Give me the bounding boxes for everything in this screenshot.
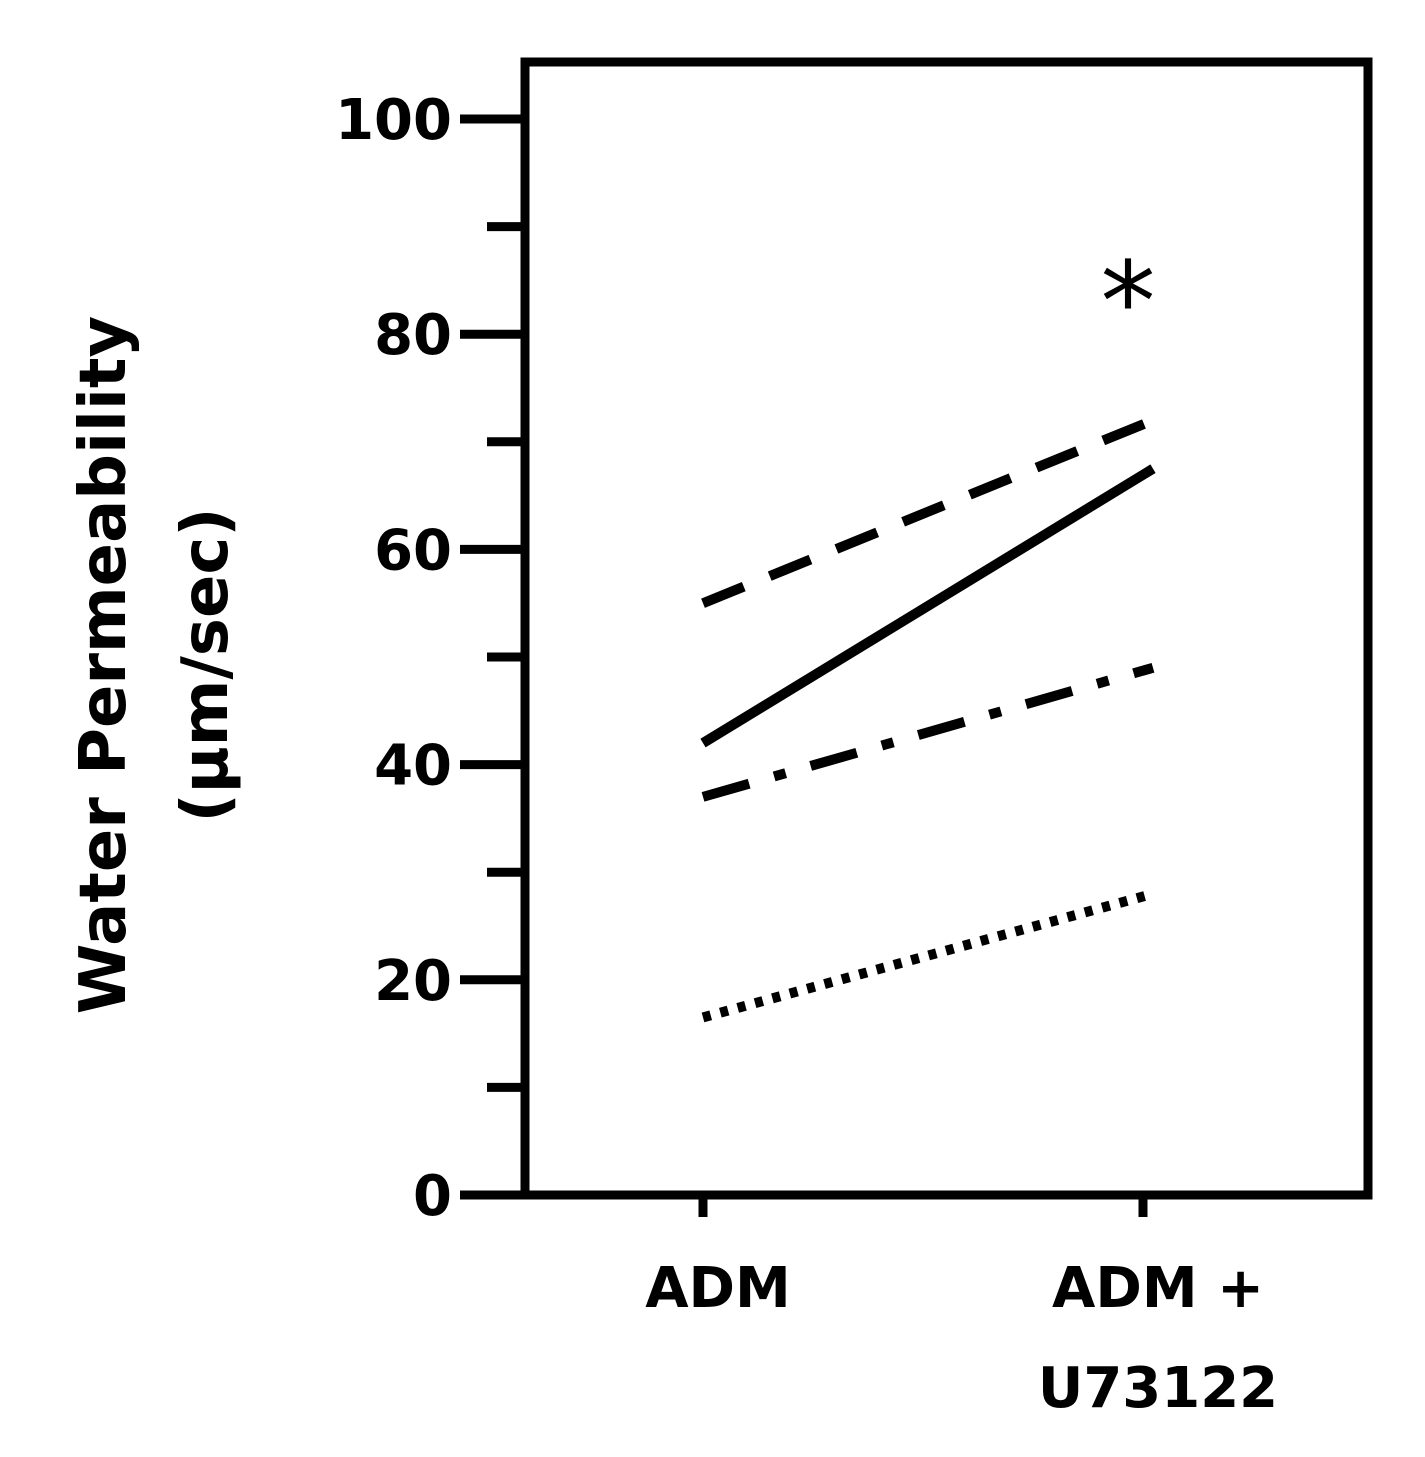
series-line-dashed [701, 415, 1155, 608]
y-tick-label: 60 [374, 518, 452, 583]
x-tick-label: ADM + U73122 [1038, 1256, 1278, 1421]
y-tick-label: 40 [374, 734, 452, 799]
series-line-dotted [701, 888, 1155, 1023]
y-axis: 0 20 40 60 80 100 [335, 88, 525, 1229]
plot-frame [520, 57, 1373, 1200]
y-tick-label: 20 [374, 949, 452, 1014]
x-tick-label: ADM [645, 1256, 791, 1321]
x-axis: ADM ADM + U73122 [645, 1195, 1278, 1421]
y-tick-label: 0 [413, 1164, 452, 1229]
y-axis-title-text: Water Permeability (µm/sec) [67, 316, 243, 1014]
y-axis-title: Water Permeability (µm/sec) [67, 316, 243, 1014]
y-tick-label: 100 [335, 88, 452, 153]
plot-border [520, 57, 1373, 1200]
significance-asterisk: * [1101, 238, 1156, 366]
series-line-dashdot [701, 662, 1155, 802]
series-layer [700, 415, 1156, 1023]
series-line-solid [700, 464, 1156, 748]
y-tick-label: 80 [374, 303, 452, 368]
